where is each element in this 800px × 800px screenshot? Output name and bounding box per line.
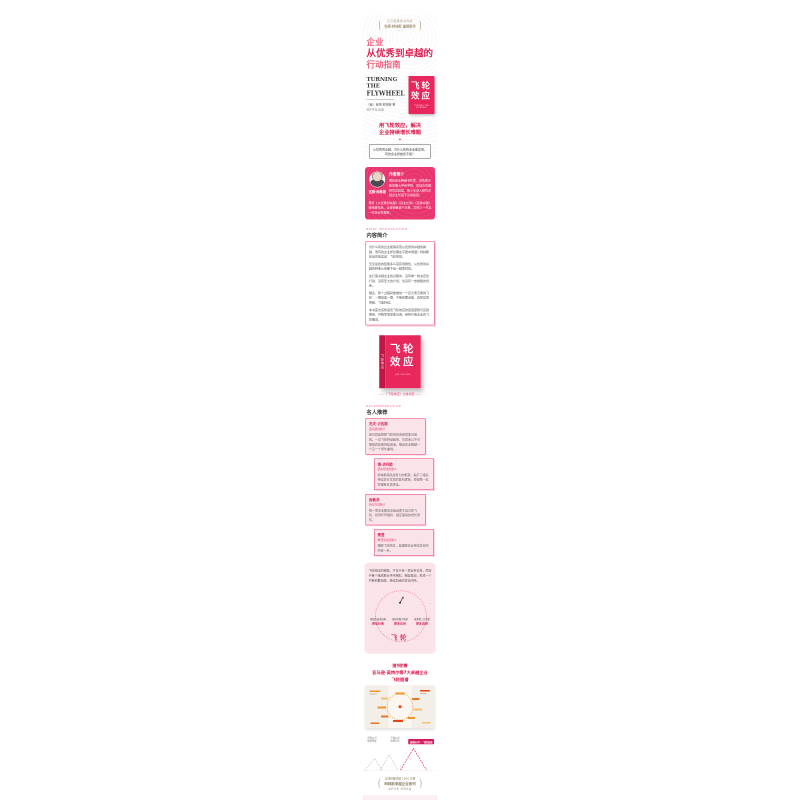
- badge-line1: 百万级畅销书作者: [387, 19, 413, 23]
- author-photo: [369, 171, 386, 188]
- flywheel-circle: [375, 590, 427, 643]
- book-front: 飞轮 效应 JIM COLLINS: [385, 335, 421, 389]
- mountain-note-2: 平庸公司 原地打转: [390, 736, 400, 743]
- recommender-role: 桥水基金创始人: [377, 467, 397, 471]
- english-title-line2: FLYWHEEL: [366, 89, 405, 97]
- recommender-role: 新东方创始人: [369, 502, 386, 507]
- book-spine: 飞轮效应: [379, 335, 386, 389]
- flywheel-center-label: 飞轮: [390, 633, 409, 642]
- big-cover-sub: JIM COLLINS: [395, 373, 411, 376]
- recommend-card: 樊登 樊登读书创始人 理解飞轮效应，是理解企业持续增长的关键一步。: [374, 529, 434, 556]
- recommender-name: 瑞·达利欧: [377, 462, 393, 467]
- gift-line3: 飞轮图谱: [391, 676, 409, 682]
- badge2-line1: 全球销量突破 1000 万册: [384, 776, 416, 781]
- recommend-quote: 理解飞轮效应，是理解企业持续增长的关键一步。: [377, 543, 429, 553]
- mountain-sketch: 优秀公司 缓慢爬坡 平庸公司 原地打转 卓越公司 · 飞轮加速: [363, 736, 437, 774]
- badge-line2: 吉姆·柯林斯 重磅新作: [384, 24, 416, 29]
- big-book-section: 飞轮效应 飞轮 效应 JIM COLLINS ——《飞轮效应》立体书封 ——: [363, 335, 437, 396]
- award-badge: 百万级畅销书作者 吉姆·柯林斯 重磅新作 ———: [363, 19, 437, 32]
- flywheel-diagram: 更低的成本结构 更低价格 更好的客户体验 更多访问 更多第三方卖家 更多选择 飞…: [369, 588, 431, 648]
- recommender-name: 杰夫·贝佐斯: [369, 422, 388, 427]
- award-badge-bottom: 全球销量突破 1000 万册 柯林斯卓越企业系列 湛庐文化 荣誉出品: [363, 776, 437, 790]
- divider: [366, 99, 394, 100]
- peak-label: 卓越公司 · 飞轮加速: [408, 738, 434, 745]
- intro-paragraph: 相反，整个过程就像推动一个巨大而沉重的飞轮：一圈接着一圈，不断积蓄动能，直至实现…: [369, 291, 430, 305]
- poster: 百万级畅销书作者 吉姆·柯林斯 重磅新作 ——— 企业 从优秀到卓越的 行动指南…: [363, 15, 437, 800]
- laurel-left-icon: [378, 777, 383, 789]
- big-cover-char2: 效应: [389, 355, 416, 368]
- series-section: 从优秀到卓越 《从优秀到卓越》 企业跨越的永恒经典 基业长青 《基业长青》 高瞻…: [363, 795, 437, 800]
- author-name: 吉姆·柯林斯: [368, 190, 386, 194]
- book-meta: TURNING THE FLYWHEEL 〔美〕吉姆·柯林斯 著 湛庐文化 出品: [366, 75, 405, 112]
- recommender-name: 俞敏洪: [369, 497, 380, 502]
- badge2-line2: 柯林斯卓越企业系列: [384, 781, 416, 786]
- intro-heading: 内容简介: [366, 232, 388, 239]
- diamond-icon: ◆: [399, 137, 401, 141]
- badge-flourish: ———: [396, 29, 404, 32]
- flywheel-station: 更多第三方卖家 更多选择: [414, 617, 430, 625]
- hook-line2: 有的企业却始终不能？: [384, 152, 415, 156]
- recommend-quote: 每一家企业都应该画出属于自己的飞轮，找到环环相扣、相互驱动的增长闭环。: [369, 508, 421, 522]
- title-line1: 企业: [366, 37, 384, 47]
- title-line2: 从优秀到卓越的: [366, 47, 434, 59]
- recommend-card: 瑞·达利欧 桥水基金创始人 柯林斯用简洁有力的框架，揭示了组织持续增长背后的复利…: [374, 458, 434, 490]
- flywheel-station: 更低的成本结构 更低价格: [370, 617, 386, 625]
- recommender-role: 樊登读书创始人: [377, 538, 397, 542]
- author-works: 著有《从优秀到卓越》《基业长青》《选择卓越》等经典作品，全球销量逾千万册，影响了…: [368, 201, 432, 215]
- author-credit: 〔美〕吉姆·柯林斯 著: [366, 102, 396, 107]
- recommend-card: 俞敏洪 新东方创始人 每一家企业都应该画出属于自己的飞轮，找到环环相扣、相互驱动…: [365, 493, 426, 526]
- gift-section: 随书附赠 亚马逊·英特尔等7大卓越企业 飞轮图谱: [363, 663, 437, 728]
- flywheel-panel: 飞轮效应的精髓，不在于某一项业务本身，而在于各个组成部分环环相扣、相互驱动，形成…: [364, 562, 436, 654]
- intro-paragraph: 为什么有的企业能够实现从优秀到卓越的跨越，而有的企业却长期在平庸中徘徊？柯林斯给…: [369, 245, 430, 259]
- author-section-title: 作者简介: [389, 172, 405, 177]
- laurel-right-icon: [417, 19, 422, 31]
- poster-title: 企业 从优秀到卓越的 行动指南: [363, 37, 437, 70]
- badge2-line3: 湛庐文化 荣誉出品: [388, 787, 412, 791]
- laurel-left-icon: [378, 19, 383, 31]
- gift-line2: 亚马逊·英特尔等7大卓越企业: [372, 670, 428, 676]
- recommend-card: 杰夫·贝佐斯 亚马逊创始人 我们就是按照飞轮效应来经营亚马逊的。一旦飞轮转动起来…: [365, 418, 426, 455]
- flywheel-arrow-icon: [399, 596, 404, 604]
- big-cover-char1: 飞轮: [389, 342, 416, 355]
- author-bio: 著名商业畅销书作家，曾执教于斯坦福大学商学院，后创办管理研究实验室，数十年深入研…: [389, 178, 432, 197]
- intro-section: BRIEF INTRODUCTION 内容简介 为什么有的企业能够实现从优秀到卓…: [363, 227, 437, 326]
- book-cover-small: 飞轮 效应 TURNING THE FLYWHEEL: [408, 75, 435, 114]
- book-intro-row: TURNING THE FLYWHEEL 〔美〕吉姆·柯林斯 著 湛庐文化 出品…: [363, 70, 437, 114]
- flywheel-map-infographic: [365, 685, 435, 728]
- recommender-role: 亚马逊创始人: [369, 427, 386, 431]
- recommend-heading: 名人推荐: [366, 409, 388, 416]
- gift-line1: 随书附赠: [392, 663, 408, 668]
- poster-header: 百万级畅销书作者 吉姆·柯林斯 重磅新作 ——— 企业 从优秀到卓越的 行动指南…: [363, 15, 437, 159]
- recommend-quote: 我们就是按照飞轮效应来经营亚马逊的。一旦飞轮转动起来，它就会以不可阻挡的势能持续…: [369, 432, 421, 451]
- hook-line1: 从优秀到卓越，为什么有的企业能实现，: [372, 147, 427, 152]
- english-title-line1: TURNING THE: [366, 75, 398, 89]
- title-line3: 行动指南: [366, 59, 401, 70]
- intro-paragraph: 在打造卓越企业的过程中，没有单一的决定性行动，没有宏大的计划，也没有一击制胜的创…: [369, 274, 430, 288]
- recommender-name: 樊登: [377, 533, 385, 538]
- intro-paragraph: 本书首次完整呈现飞轮效应的底层逻辑与实践路径，并独家收录亚马逊、英特尔等企业的飞…: [369, 307, 430, 322]
- mountain-note-1: 优秀公司 缓慢爬坡: [367, 736, 377, 743]
- recommend-kicker: RECOMMENDATION: [366, 405, 402, 408]
- cover-char-line2: 效应: [411, 90, 432, 101]
- author-card: 吉姆·柯林斯 作者简介 著名商业畅销书作家，曾执教于斯坦福大学商学院，后创办管理…: [365, 167, 435, 220]
- book-cover-3d: 飞轮效应 飞轮 效应 JIM COLLINS: [379, 335, 421, 389]
- tagline-line2: 企业持续增长难题: [379, 129, 421, 136]
- tagline: 用飞轮效应，解决 企业持续增长难题 ◆: [363, 121, 437, 141]
- book-caption: ——《飞轮效应》立体书封 ——: [378, 392, 422, 396]
- cover-char-line1: 飞轮: [411, 80, 432, 91]
- publisher-credit: 湛庐文化 出品: [366, 107, 384, 112]
- hook-question-box: 从优秀到卓越，为什么有的企业能实现， 有的企业却始终不能？: [369, 144, 431, 159]
- mountain-lines: [364, 747, 436, 771]
- laurel-right-icon: [417, 777, 422, 789]
- recommend-quote: 柯林斯用简洁有力的框架，揭示了组织持续增长背后的复利逻辑，值得每一位管理者反复研…: [377, 472, 429, 487]
- flywheel-station: 更好的客户体验 更多访问: [392, 617, 408, 625]
- tagline-line1: 用飞轮效应，解决: [379, 121, 421, 128]
- cover-subtitle: TURNING THE FLYWHEEL: [414, 104, 429, 109]
- recommend-section: RECOMMENDATION 名人推荐 杰夫·贝佐斯 亚马逊创始人 我们就是按照…: [363, 405, 437, 556]
- intro-kicker: BRIEF INTRODUCTION: [366, 227, 408, 231]
- intro-paragraph: 无论最终的结果多么富有戏剧性，从优秀到卓越的转变从来都不是一蹴而就的。: [369, 262, 430, 271]
- intro-box: 为什么有的企业能够实现从优秀到卓越的跨越，而有的企业却长期在平庸中徘徊？柯林斯给…: [365, 241, 435, 326]
- flywheel-paragraph: 飞轮效应的精髓，不在于某一项业务本身，而在于各个组成部分环环相扣、相互驱动，形成…: [368, 568, 432, 583]
